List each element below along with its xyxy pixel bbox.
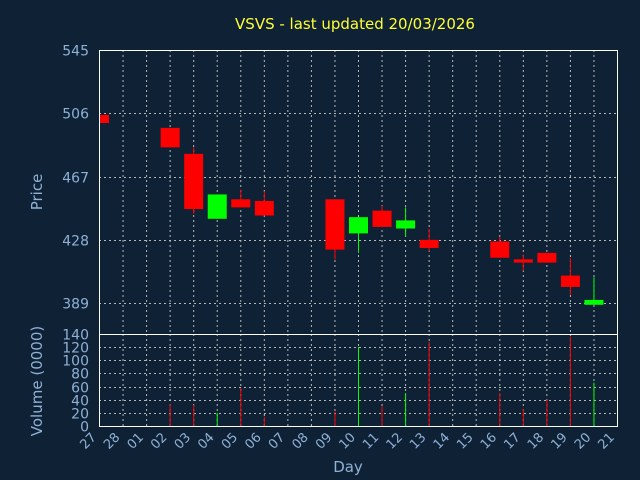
candle-body: [325, 199, 345, 250]
chart-axes: [99, 50, 618, 427]
volume-tick-label: 0: [80, 420, 89, 436]
price-grid: [99, 50, 617, 334]
volume-grid: [99, 334, 617, 426]
chart-title: VSVS - last updated 20/03/2026: [235, 15, 475, 33]
x-tick-label: 09: [313, 430, 335, 452]
x-tick-label: 01: [125, 430, 147, 452]
candle-body: [207, 194, 227, 219]
candle-body: [419, 239, 439, 248]
candle-body: [231, 199, 251, 208]
x-tick-label: 03: [172, 430, 194, 452]
x-tick-label: 18: [525, 430, 547, 452]
x-tick-label: 21: [596, 430, 618, 452]
price-axis-label: Price: [28, 174, 46, 211]
x-tick-label: 04: [195, 430, 217, 452]
candle-body: [184, 153, 204, 210]
x-tick-label: 05: [219, 430, 241, 452]
x-tick-label: 07: [266, 430, 288, 452]
volume-axis-label: Volume (0000): [28, 326, 46, 436]
x-tick-label: 20: [572, 430, 594, 452]
x-tick-label: 19: [548, 430, 570, 452]
volume-bar-series: [169, 336, 595, 426]
candle-body: [99, 114, 109, 124]
price-tick-label: 389: [62, 297, 89, 313]
candle-body: [396, 220, 416, 229]
price-tick-label: 428: [62, 234, 89, 250]
price-tick-label: 467: [62, 171, 89, 187]
x-tick-label: 15: [454, 430, 476, 452]
candle-body: [560, 275, 580, 287]
candle-body: [584, 299, 604, 305]
candle-body: [513, 259, 533, 263]
volume-tick-label: 80: [71, 367, 89, 383]
candlestick-series: [99, 114, 604, 305]
x-tick-label: 10: [337, 430, 359, 452]
candle-body: [254, 200, 274, 216]
volume-tick-label: 120: [62, 341, 89, 357]
x-tick-label: 28: [101, 430, 123, 452]
x-tick-label: 12: [384, 430, 406, 452]
tick-labels: 27 28 01 02 03 04 05 06 07 08 09 10 11 12 13 14 15 16 17 18…: [62, 44, 618, 453]
candle-body: [349, 217, 368, 234]
x-tick-label: 14: [431, 430, 453, 452]
day-axis-label: Day: [333, 458, 363, 476]
volume-tick-label: 40: [71, 394, 89, 410]
candle-body: [160, 127, 180, 148]
price-tick-label: 545: [62, 44, 89, 60]
x-tick-label: 13: [407, 430, 429, 452]
x-tick-label: 02: [148, 430, 170, 452]
candle-body: [372, 210, 392, 227]
price-tick-label: 506: [62, 107, 89, 123]
x-tick-label: 11: [360, 430, 382, 452]
x-tick-label: 08: [289, 430, 311, 452]
candle-body: [537, 252, 557, 263]
volume-tick-label: 100: [62, 354, 89, 370]
candle-body: [490, 241, 510, 258]
x-tick-label: 17: [501, 430, 523, 452]
volume-tick-label: 60: [71, 381, 89, 397]
x-tick-label: 16: [478, 430, 500, 452]
volume-panel-frame: [99, 334, 618, 427]
volume-tick-label: 20: [71, 407, 89, 423]
volume-tick-label: 140: [62, 328, 89, 344]
x-tick-label: 06: [242, 430, 264, 452]
